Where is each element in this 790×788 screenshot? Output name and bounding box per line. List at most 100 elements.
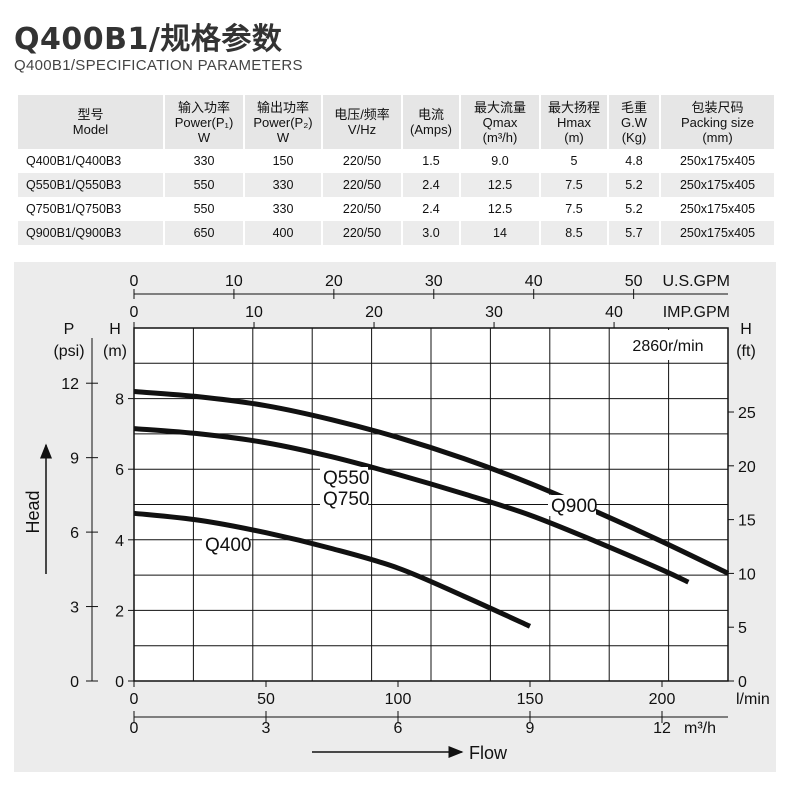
x-tick-label-usgpm: 20 xyxy=(325,273,343,290)
cell-qmax: 12.5 xyxy=(460,173,541,197)
x-tick-label-impgpm: 0 xyxy=(130,304,139,321)
cell-power-out: 400 xyxy=(244,221,323,245)
y-axis-label-h-right: H xyxy=(740,321,752,338)
cell-packing: 250x175x405 xyxy=(679,154,756,168)
curve-label-q400-bg xyxy=(202,534,250,555)
page-title: Q400B1/规格参数 xyxy=(14,22,283,57)
cell-power-in: 650 xyxy=(164,221,245,245)
table-row: Q400B1/Q400B3 330 150 220/50 1.5 9.0 5 4… xyxy=(18,149,774,173)
cell-hmax: 7.5 xyxy=(540,173,609,197)
x-axis-label-lmin: l/min xyxy=(736,691,770,708)
y-tick-label-ft: 25 xyxy=(738,405,756,422)
cell-packing: 250x175x405 xyxy=(660,173,774,197)
curve-label-q900-bg xyxy=(548,495,596,516)
cell-power-out: 330 xyxy=(244,173,323,197)
y-tick-label-psi: 9 xyxy=(70,451,79,468)
y-tick-label-m: 4 xyxy=(115,533,124,550)
col-header-weight: 毛重 G.W (Kg) xyxy=(608,95,661,149)
cell-model: Q550B1/Q550B3 xyxy=(18,173,165,197)
curve-q400 xyxy=(133,510,532,629)
speed-label: 2860r/min xyxy=(632,338,703,355)
cell-current: 3.0 xyxy=(402,221,461,245)
y-tick-label-m: 8 xyxy=(115,392,124,409)
col-header-current: 电流 (Amps) xyxy=(402,95,461,149)
y-axis-unit-ft: (ft) xyxy=(736,343,756,360)
axis-title-flow: Flow xyxy=(469,743,508,763)
x-tick-label-usgpm: 0 xyxy=(130,273,139,290)
curve-q550-q750 xyxy=(133,426,690,585)
spec-table: 型号 Model 输入功率 Power(P₁) W 输出功率 Power(P₂) W 电压… xyxy=(18,95,774,245)
y-axis-unit-m: (m) xyxy=(103,343,127,360)
y-tick-label-m: 6 xyxy=(115,462,124,479)
cell-power-in: 330 xyxy=(164,149,245,173)
x-tick-label-usgpm: 40 xyxy=(525,273,543,290)
cell-hmax: 5 xyxy=(540,149,609,173)
cell-model: Q400B1/Q400B3 xyxy=(18,149,165,173)
cell-current: 2.4 xyxy=(402,173,461,197)
plot-border xyxy=(133,327,729,682)
cell-power-out: 330 xyxy=(244,197,323,221)
speed-label-box xyxy=(612,330,725,360)
y-tick-label-psi: 0 xyxy=(70,674,79,691)
cell-power-in: 550 xyxy=(164,197,245,221)
x-tick-label-m3h: 0 xyxy=(130,720,139,737)
cell-power-in: 550 xyxy=(164,173,245,197)
cell-voltage: 220/50 xyxy=(322,221,403,245)
col-header-hmax: 最大扬程 Hmax (m) xyxy=(540,95,609,149)
x-tick-label-impgpm: 40 xyxy=(605,304,623,321)
x-tick-label-lmin: 50 xyxy=(257,691,275,708)
page-subtitle: Q400B1/SPECIFICATION PARAMETERS xyxy=(14,57,303,74)
curve-label-q550: Q550 xyxy=(323,468,369,489)
curve-label-q750-bg xyxy=(320,488,368,509)
curve-label-q900: Q900 xyxy=(551,496,597,517)
col-header-voltage: 电压/频率 V/Hz xyxy=(322,95,403,149)
cell-packing: 250x175x405 xyxy=(660,221,774,245)
cell-model: Q750B1/Q750B3 xyxy=(18,197,165,221)
cell-packing: 250x175x405 xyxy=(679,202,756,216)
chart-panel: 0 50 100 150 200 l/min 0 3 6 9 12 m³/h 0 10 20 30 40 50 U.… xyxy=(14,262,776,772)
cell-hmax: 8.5 xyxy=(540,221,609,245)
y-axis-label-h: H xyxy=(109,321,121,338)
y-tick-label-m: 2 xyxy=(115,603,124,620)
y-tick-label-psi: 12 xyxy=(61,376,79,393)
cell-qmax: 12.5 xyxy=(460,197,541,221)
curve-label-q550-bg xyxy=(320,467,368,488)
col-header-power-out: 输出功率 Power(P₂) W xyxy=(244,95,323,149)
x-tick-label-m3h: 9 xyxy=(526,720,535,737)
table-row: Q900B1/Q900B3 650 400 220/50 3.0 14 8.5 … xyxy=(18,221,774,245)
x-tick-label-m3h: 12 xyxy=(653,720,671,737)
table-row: Q550B1/Q550B3 550 330 220/50 2.4 12.5 7.… xyxy=(18,173,774,197)
y-tick-label-ft: 10 xyxy=(738,566,756,583)
x-axis-label-impgpm: IMP.GPM xyxy=(663,304,730,321)
cell-qmax: 14 xyxy=(460,221,541,245)
cell-weight: 5.7 xyxy=(608,221,661,245)
cell-hmax: 7.5 xyxy=(540,197,609,221)
x-tick-label-usgpm: 30 xyxy=(425,273,443,290)
y-tick-label-m: 0 xyxy=(115,674,124,691)
x-tick-label-lmin: 200 xyxy=(649,691,676,708)
col-header-power-in: 输入功率 Power(P₁) W xyxy=(164,95,245,149)
y-tick-label-ft: 15 xyxy=(738,513,756,530)
table-row: Q750B1/Q750B3 550 330 220/50 2.4 12.5 7.… xyxy=(18,197,774,221)
x-axis-label-usgpm: U.S.GPM xyxy=(662,273,730,290)
col-header-qmax: 最大流量 Qmax (m³/h) xyxy=(460,95,541,149)
curve-q900 xyxy=(133,389,730,576)
col-header-model: 型号 Model xyxy=(18,95,165,149)
y-axis-unit-psi: (psi) xyxy=(53,343,84,360)
x-tick-label-usgpm: 10 xyxy=(225,273,243,290)
x-tick-label-lmin: 0 xyxy=(130,691,139,708)
cell-voltage: 220/50 xyxy=(322,197,403,221)
x-tick-label-m3h: 6 xyxy=(394,720,403,737)
x-tick-label-lmin: 100 xyxy=(385,691,412,708)
curve-label-q400: Q400 xyxy=(205,535,251,556)
y-tick-label-psi: 6 xyxy=(70,525,79,542)
cell-qmax: 9.0 xyxy=(460,149,541,173)
y-tick-label-psi: 3 xyxy=(70,600,79,617)
x-axis-label-m3h: m³/h xyxy=(684,720,716,737)
spec-table-header: 型号 Model 输入功率 Power(P₁) W 输出功率 Power(P₂) W 电压… xyxy=(18,95,774,149)
y-tick-label-ft: 5 xyxy=(738,620,747,637)
cell-current: 1.5 xyxy=(402,149,461,173)
x-tick-label-usgpm: 50 xyxy=(625,273,643,290)
cell-weight: 5.2 xyxy=(608,197,661,221)
